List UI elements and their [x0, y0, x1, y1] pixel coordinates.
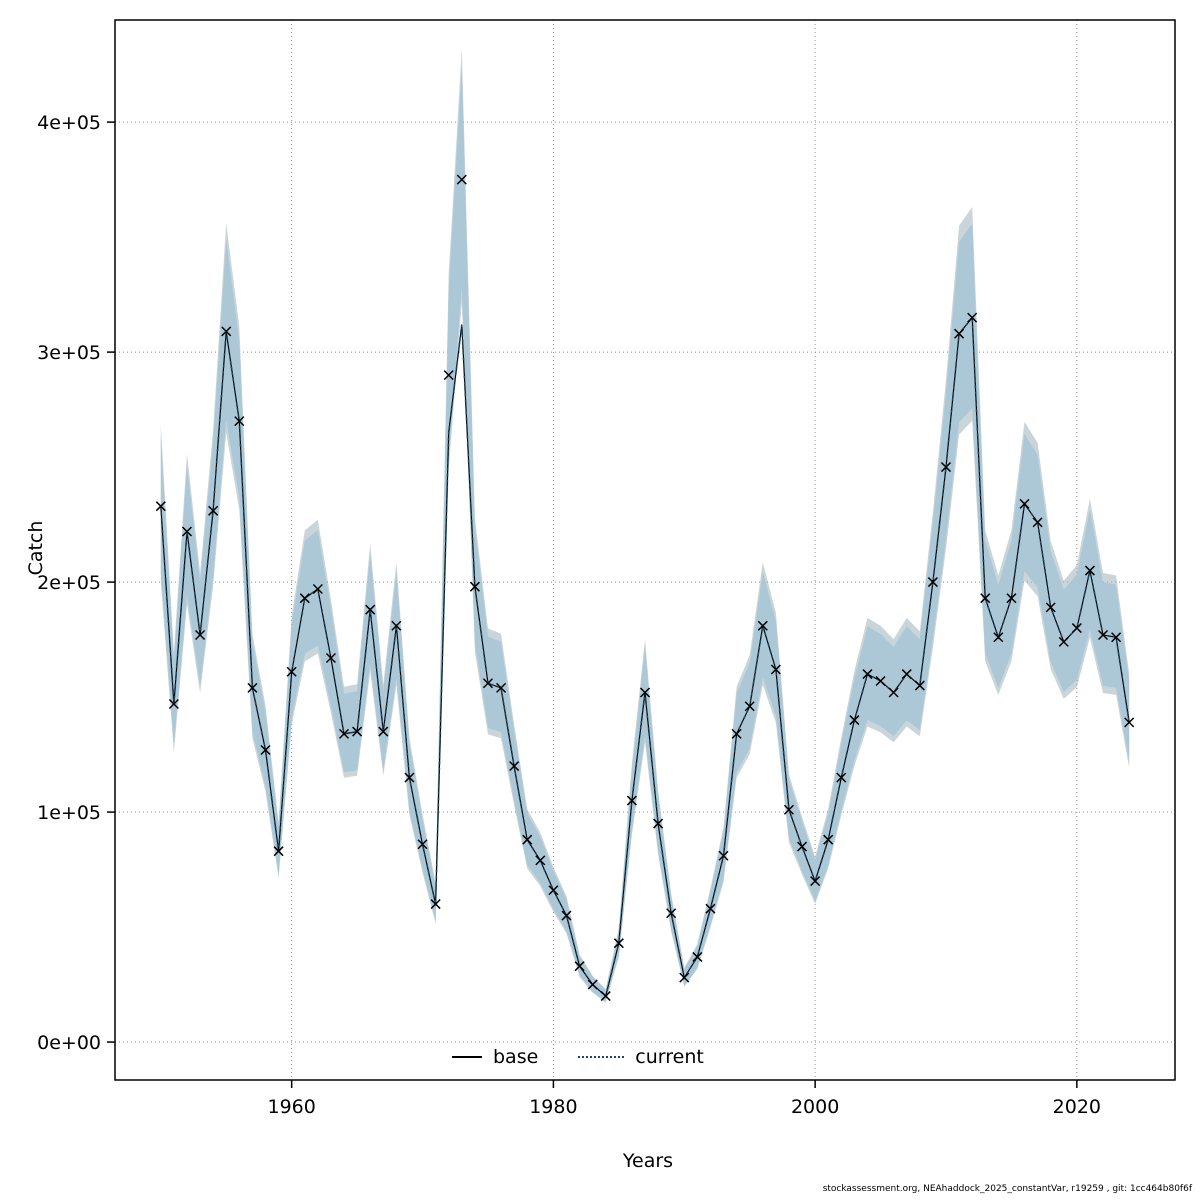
x-tick-label: 2000 — [791, 1096, 839, 1118]
legend-label-current: current — [635, 1046, 704, 1068]
observation-marker — [783, 804, 794, 815]
legend-item-base: base — [452, 1046, 538, 1068]
observation-marker — [208, 505, 219, 516]
legend-item-current: current — [578, 1046, 704, 1068]
observation-marker — [312, 583, 323, 595]
observation-marker — [522, 834, 533, 845]
observation-marker — [391, 620, 402, 631]
y-tick-label: 3e+05 — [37, 342, 101, 364]
observation-marker — [299, 593, 310, 604]
observation-marker — [901, 669, 912, 680]
observation-marker — [744, 701, 755, 712]
observation-marker — [430, 899, 441, 910]
y-axis-label: Catch — [25, 520, 47, 576]
observation-marker — [221, 326, 232, 337]
x-tick-label: 1960 — [267, 1096, 315, 1118]
observation-marker — [1058, 636, 1069, 647]
observation-marker — [456, 174, 467, 185]
observation-marker — [600, 991, 611, 1002]
y-tick-label: 0e+00 — [37, 1032, 101, 1054]
observation-marker — [574, 961, 585, 972]
observation-marker — [940, 462, 952, 473]
observation-marker — [378, 726, 389, 737]
observation-marker — [797, 841, 808, 852]
observation-marker — [639, 687, 651, 698]
observation-marker — [705, 903, 716, 914]
observation-marker — [338, 728, 350, 739]
observation-marker — [273, 846, 284, 857]
observation-marker — [1097, 629, 1109, 641]
observation-marker — [443, 370, 454, 381]
observation-marker — [1045, 602, 1056, 613]
observation-marker — [718, 850, 729, 861]
observation-marker — [195, 629, 206, 641]
observation-marker — [1071, 623, 1082, 634]
observation-marker — [168, 698, 179, 710]
observation-marker — [875, 675, 886, 687]
x-tick-label: 1980 — [529, 1096, 577, 1118]
observation-marker — [653, 818, 664, 829]
observation-marker — [666, 908, 677, 919]
observation-marker — [1111, 632, 1122, 643]
observation-marker — [1032, 517, 1043, 528]
x-tick-label: 2020 — [1053, 1096, 1101, 1118]
observation-marker — [770, 664, 781, 675]
observation-marker — [927, 577, 938, 588]
observation-marker — [993, 632, 1004, 643]
observation-marker — [692, 951, 703, 962]
legend-label-base: base — [493, 1046, 539, 1068]
observation-marker — [496, 682, 507, 693]
observation-marker — [365, 604, 376, 615]
observation-marker — [731, 728, 742, 739]
x-axis-label: Years — [622, 1150, 674, 1172]
observation-marker — [679, 972, 690, 983]
observation-marker — [967, 312, 978, 323]
base-line-sample-icon — [452, 1056, 482, 1058]
plot-border — [114, 19, 1176, 1081]
observation-marker — [954, 328, 965, 339]
observation-marker — [181, 526, 193, 537]
y-tick-label: 1e+05 — [37, 802, 101, 824]
y-tick-label: 2e+05 — [37, 572, 101, 594]
observation-marker — [613, 938, 624, 949]
observation-marker — [849, 715, 860, 726]
observation-marker — [325, 652, 336, 664]
observation-marker — [836, 772, 847, 783]
observation-marker — [1019, 498, 1030, 509]
observation-marker — [469, 581, 480, 592]
observation-marker — [823, 834, 834, 845]
observation-marker — [980, 593, 991, 604]
observation-marker — [155, 501, 166, 512]
observation-marker — [1006, 593, 1017, 604]
observation-marker — [417, 839, 428, 850]
observation-marker — [888, 687, 899, 698]
observation-marker — [247, 682, 258, 693]
observation-marker — [548, 885, 559, 896]
observation-marker — [1084, 565, 1095, 576]
observation-marker — [757, 620, 768, 631]
observation-marker — [626, 795, 637, 806]
observation-marker — [352, 726, 363, 737]
observation-marker — [561, 910, 572, 921]
observation-marker — [810, 876, 821, 887]
observation-marker — [234, 416, 245, 427]
confidence-band-current — [160, 67, 1130, 1002]
y-tick-label: 4e+05 — [37, 112, 101, 134]
observation-marker — [509, 761, 520, 772]
observation-marker — [260, 744, 271, 756]
observation-marker — [862, 669, 873, 680]
chart-legend: base current — [452, 1046, 704, 1068]
observation-marker — [587, 979, 598, 990]
observation-marker — [1124, 717, 1135, 728]
observation-marker — [404, 772, 415, 783]
observation-marker — [914, 680, 925, 691]
observation-marker — [482, 678, 493, 689]
observation-marker — [535, 855, 546, 866]
current-line-sample-icon — [578, 1056, 625, 1058]
figure-caption: stockassessment.org, NEAhaddock_2025_con… — [822, 1184, 1192, 1194]
observation-marker — [286, 666, 297, 677]
